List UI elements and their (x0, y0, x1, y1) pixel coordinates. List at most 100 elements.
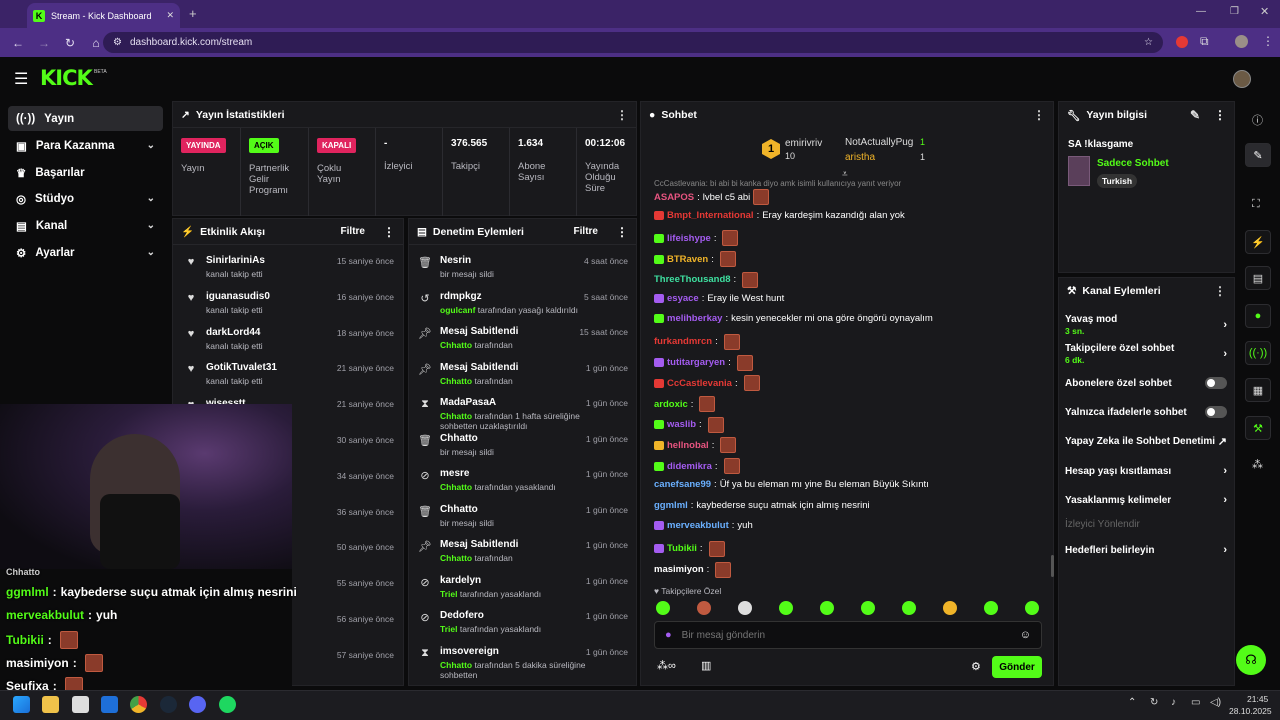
chrome-icon[interactable] (130, 696, 147, 713)
filter-button[interactable]: Filtre (573, 226, 598, 237)
tray-sync-icon[interactable]: ↻ (1150, 697, 1159, 708)
window-close-icon[interactable]: ✕ (1260, 6, 1270, 18)
chat-message[interactable]: tutitargaryen: (654, 354, 753, 371)
outlook-icon[interactable] (101, 696, 118, 713)
chat-rail-icon[interactable]: ● (1245, 304, 1271, 328)
moderation-item[interactable]: ⊘ kardelyn Triel tarafından yasaklandı 1 … (418, 575, 628, 599)
moderation-item[interactable]: 🗑︎ Chhatto bir mesajı sildi 1 gün önce (418, 432, 628, 457)
chat-message[interactable]: ThreeThousand8: (654, 271, 759, 288)
chat-message[interactable]: masimiyon: (654, 561, 732, 578)
activity-item[interactable]: ♥ GotikTuvalet31 kanalı takip etti 21 san… (184, 362, 394, 386)
chat-message[interactable]: Tubikii: (654, 540, 725, 557)
sidebar-item-yayin[interactable]: ((·)) Yayın (8, 106, 163, 131)
quick-emote-icon[interactable] (656, 601, 670, 615)
file-explorer-icon[interactable] (42, 696, 59, 713)
moderation-item[interactable]: 🗑︎ Nesrin bir mesajı sildi 4 saat önce (418, 255, 628, 279)
forward-icon[interactable]: → (38, 35, 50, 50)
moderation-item[interactable]: ⧗ imsovereign Chhatto tarafından 5 dakika… (418, 646, 628, 680)
clock-date[interactable]: 28.10.2025 (1229, 706, 1272, 716)
moderation-item[interactable]: 📌︎ Mesaj Sabitlendi Chhatto tarafından 1 … (418, 539, 628, 563)
terminal-icon[interactable] (72, 696, 89, 713)
tools-rail-icon[interactable]: ⚒ (1245, 416, 1271, 440)
chat-message[interactable]: BTRaven: (654, 251, 736, 268)
chat-input[interactable] (681, 629, 1010, 641)
chat-message[interactable]: furkandmrcn: (654, 333, 740, 350)
notes-rail-icon[interactable]: ▤ (1245, 266, 1271, 290)
extension-icon[interactable] (1176, 36, 1188, 48)
moderation-item[interactable]: 📌︎ Mesaj Sabitlendi Chhatto tarafından 15… (418, 326, 628, 350)
sidebar-item-studyo[interactable]: ◎ Stüdyo ⌄ (8, 186, 163, 211)
profile-avatar[interactable] (1235, 35, 1248, 48)
chat-message[interactable]: canefsane99: Üf ya bu eleman mı yine Bu e… (654, 478, 929, 490)
quick-emote-icon[interactable] (779, 601, 793, 615)
quick-emote-icon[interactable] (697, 601, 711, 615)
sidebar-item-kanal[interactable]: ▤ Kanal ⌄ (8, 213, 163, 238)
quick-emote-icon[interactable] (902, 601, 916, 615)
bookmark-star-icon[interactable]: ☆ (1144, 37, 1153, 48)
quick-emote-icon[interactable] (738, 601, 752, 615)
tray-network-icon[interactable]: ▭ (1191, 697, 1201, 708)
collapse-icon[interactable]: ⩡ (842, 169, 848, 180)
maximize-icon[interactable]: ❐ (1230, 6, 1239, 17)
more-options-icon[interactable]: ⋮ (1033, 108, 1045, 122)
tray-chevron-icon[interactable]: ⌃ (1128, 697, 1137, 708)
moderation-item[interactable]: ↺ rdmpkgz ogulcanf tarafından yasağı kald… (418, 291, 628, 315)
moderation-item[interactable]: 🗑︎ Chhatto bir mesajı sildi 1 gün önce (418, 503, 628, 528)
close-tab-icon[interactable]: ✕ (166, 10, 174, 20)
chat-message[interactable]: waslib: (654, 416, 724, 433)
moderation-item[interactable]: 📌︎ Mesaj Sabitlendi Chhatto tarafından 1 … (418, 361, 628, 386)
quick-emote-icon[interactable] (820, 601, 834, 615)
chat-settings-icon[interactable]: ⚙ (971, 661, 981, 673)
lightning-rail-icon[interactable]: ⚡ (1245, 230, 1271, 254)
reload-icon[interactable]: ↻ (64, 35, 76, 50)
quick-emote-icon[interactable] (943, 601, 957, 615)
sidebar-item-ayarlar[interactable]: ⚙ Ayarlar ⌄ (8, 240, 163, 265)
extensions-puzzle-icon[interactable]: ⧉ (1200, 34, 1209, 48)
channel-action-item[interactable]: Yalnızca ifadelerle sohbet (1065, 406, 1227, 418)
back-icon[interactable]: ← (12, 35, 24, 50)
chat-scrollbar[interactable] (1051, 555, 1054, 577)
chat-message[interactable]: melihberkay: kesin yenecekler mi ona göre… (654, 313, 933, 324)
browser-menu-icon[interactable]: ⋮ (1262, 34, 1274, 48)
edit-icon[interactable]: ✎ (1189, 108, 1200, 122)
store-icon[interactable]: ▥ (701, 660, 712, 672)
chat-message[interactable]: Bmpt_International: Eray kardeşim kazandı… (654, 210, 905, 221)
browser-tab[interactable]: K Stream - Kick Dashboard ✕ (27, 3, 180, 28)
layout-rail-icon[interactable]: ▦ (1245, 378, 1271, 402)
channel-action-item[interactable]: Hesap yaşı kısıtlaması › (1065, 465, 1227, 477)
chat-message[interactable]: ardoxic: (654, 396, 716, 412)
chat-message[interactable]: didemikra: (654, 458, 740, 475)
chat-message[interactable]: hellnobal: (654, 437, 737, 454)
more-options-icon[interactable]: ⋮ (616, 107, 628, 122)
top-gifter-1[interactable]: emirivriv (785, 138, 823, 149)
chat-message[interactable]: ASAPOS: lvbel c5 abi (654, 189, 770, 205)
focus-icon[interactable]: ⛶ (1252, 198, 1260, 210)
more-options-icon[interactable]: ⋮ (1214, 108, 1226, 122)
more-options-icon[interactable]: ⋮ (616, 224, 628, 239)
discord-icon[interactable] (189, 696, 206, 713)
sidebar-item-para-kazanma[interactable]: ▣ Para Kazanma ⌄ (8, 133, 163, 158)
chat-message[interactable]: lifeishype: (654, 230, 739, 247)
sidebar-item-basarilar[interactable]: ♛ Başarılar (8, 160, 163, 185)
points-icon[interactable]: ⁂∞ (657, 660, 676, 672)
hamburger-menu-icon[interactable]: ☰ (14, 71, 29, 88)
minimize-icon[interactable]: — (1196, 6, 1206, 17)
activity-item[interactable]: ♥ darkLord44 kanalı takip etti 18 saniye … (184, 327, 394, 351)
tray-volume-icon[interactable]: ◁) (1210, 697, 1222, 708)
toggle-switch[interactable] (1205, 406, 1227, 418)
moderation-item[interactable]: ⊘ Dedofero Triel tarafından yasaklandı 1 … (418, 610, 628, 634)
start-icon[interactable] (13, 696, 30, 713)
spotify-icon[interactable] (219, 696, 236, 713)
more-options-icon[interactable]: ⋮ (383, 224, 395, 239)
channel-action-item[interactable]: Hedefleri belirleyin › (1065, 544, 1227, 556)
activity-item[interactable]: ♥ iguanasudis0 kanalı takip etti 16 saniy… (184, 291, 394, 315)
send-button[interactable]: Gönder (992, 656, 1042, 678)
chat-message[interactable]: ggmlml: kaybederse suçu atmak için almış … (654, 499, 870, 511)
mic-icon[interactable]: ● (665, 629, 672, 641)
quick-emote-icon[interactable] (984, 601, 998, 615)
user-avatar[interactable] (1233, 70, 1251, 88)
activity-item[interactable]: ♥ SinirlariniAs kanalı takip etti 15 sani… (184, 255, 394, 279)
filter-button[interactable]: Filtre (340, 226, 365, 237)
emoji-icon[interactable]: ☺ (1019, 629, 1031, 641)
steam-icon[interactable] (160, 696, 177, 713)
